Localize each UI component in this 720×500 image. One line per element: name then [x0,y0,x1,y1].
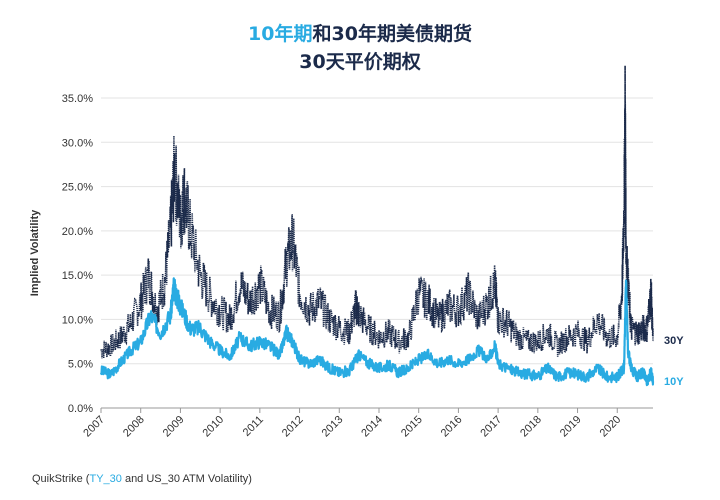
x-tick-label: 2020 [598,414,624,440]
y-tick-label: 30.0% [62,137,93,149]
x-tick-label: 2019 [558,414,584,440]
series-label-30y: 30Y [664,335,684,347]
source-note: QuikStrike (TY_30 and US_30 ATM Volatili… [32,473,252,485]
y-tick-label: 15.0% [62,270,93,282]
y-tick-label: 20.0% [62,226,93,238]
source-link[interactable]: TY_30 [89,473,122,485]
x-tick-label: 2017 [478,414,504,440]
y-tick-label: 5.0% [68,359,93,371]
x-tick-label: 2015 [399,414,425,440]
x-tick-label: 2010 [200,414,226,440]
x-tick-label: 2008 [121,414,147,440]
y-tick-label: 25.0% [62,182,93,194]
title-accent: 10年期 [248,23,313,45]
series-line-10y [99,277,655,387]
title-line-1: 10年期和30年期美债期货 [0,20,720,48]
x-tick-label: 2016 [439,414,465,440]
x-tick-label: 2014 [359,414,385,440]
x-tick-label: 2018 [518,414,544,440]
y-tick-label: 0.0% [68,403,93,415]
chart-title: 10年期和30年期美债期货 30天平价期权 [0,20,720,76]
y-tick-label: 10.0% [62,314,93,326]
title-rest: 和30年期美债期货 [312,23,472,45]
x-tick-label: 2009 [161,414,187,440]
source-suffix: and US_30 ATM Volatility) [121,473,252,485]
y-axis-title: Implied Volatility [29,209,41,296]
x-tick-label: 2013 [320,414,346,440]
x-tick-label: 2007 [81,414,107,440]
x-tick-label: 2011 [241,414,266,439]
series-line-30y [100,65,654,359]
x-tick-label: 2012 [280,414,306,440]
title-line-2: 30天平价期权 [299,51,421,73]
source-prefix: QuikStrike ( [32,473,90,485]
y-tick-label: 35.0% [62,93,93,105]
series-label-10y: 10Y [664,376,684,388]
